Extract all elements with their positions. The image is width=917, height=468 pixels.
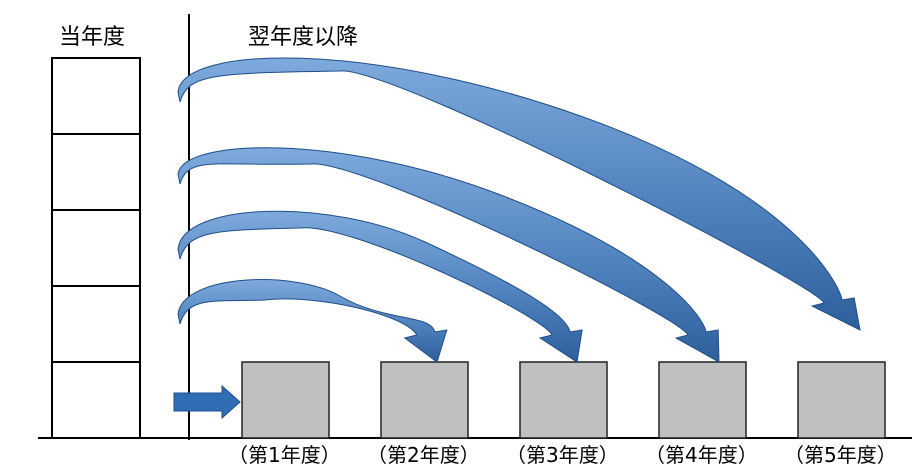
year-label-3: （第3年度） <box>506 443 619 467</box>
stack-cell <box>51 361 141 439</box>
current-year-stack <box>51 57 141 439</box>
year-box-4 <box>658 361 747 439</box>
stack-cell <box>51 57 141 135</box>
year-label-4: （第4年度） <box>645 443 758 467</box>
year-label-5: （第5年度） <box>784 443 897 467</box>
curved-arrow-icon-5 <box>177 57 861 331</box>
year-box-1 <box>241 361 330 439</box>
curved-arrow-icon-3 <box>177 210 583 363</box>
current-year-header: 当年度 <box>59 25 125 50</box>
curved-arrow-icon-4 <box>177 147 720 363</box>
year-box-5 <box>797 361 886 439</box>
stack-cell <box>51 285 141 363</box>
curved-arrows <box>177 57 861 363</box>
stack-cell <box>51 209 141 287</box>
stack-cell <box>51 133 141 211</box>
year-labels: （第1年度） （第2年度） （第3年度） （第4年度） （第5年度） <box>228 443 897 467</box>
year-box-2 <box>380 361 469 439</box>
year-boxes <box>241 361 886 439</box>
year-label-1: （第1年度） <box>228 443 341 467</box>
curved-arrow-icon-2 <box>177 279 448 363</box>
year-label-2: （第2年度） <box>367 443 480 467</box>
year-box-3 <box>519 361 608 439</box>
following-years-header: 翌年度以降 <box>248 25 358 50</box>
straight-arrow-icon <box>173 384 241 420</box>
